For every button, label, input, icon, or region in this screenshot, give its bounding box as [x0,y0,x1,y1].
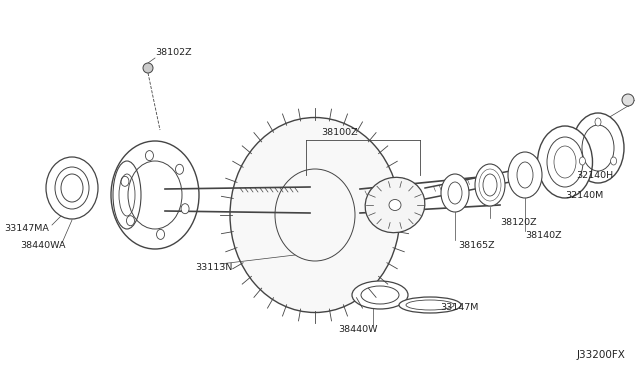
Ellipse shape [230,118,400,312]
Text: 38440W: 38440W [339,326,378,334]
Text: 38165Z: 38165Z [458,241,495,250]
Ellipse shape [145,151,154,161]
Text: 33147M: 33147M [440,304,478,312]
Ellipse shape [111,141,199,249]
Ellipse shape [475,164,505,206]
Ellipse shape [127,216,134,226]
Text: 32140H: 32140H [576,170,613,180]
Text: 38440WA: 38440WA [20,241,65,250]
Ellipse shape [175,164,184,174]
Ellipse shape [611,157,616,165]
Ellipse shape [538,126,593,198]
Ellipse shape [389,199,401,211]
Text: 38120Z: 38120Z [500,218,536,227]
Text: 32140M: 32140M [565,190,604,199]
Text: 33147MA: 33147MA [4,224,49,232]
Text: 33113N: 33113N [195,263,232,273]
Ellipse shape [579,157,586,165]
Ellipse shape [46,157,98,219]
Ellipse shape [572,113,624,183]
Ellipse shape [113,161,141,229]
Circle shape [622,94,634,106]
Text: 38100Z: 38100Z [322,128,358,137]
Ellipse shape [508,152,542,198]
Ellipse shape [157,230,164,240]
Ellipse shape [399,297,461,313]
Ellipse shape [121,176,129,186]
Ellipse shape [352,281,408,309]
Ellipse shape [365,177,425,232]
Text: 38140Z: 38140Z [525,231,562,240]
Ellipse shape [595,118,601,126]
Ellipse shape [441,174,469,212]
Text: J33200FX: J33200FX [576,350,625,360]
Ellipse shape [181,204,189,214]
Circle shape [143,63,153,73]
Text: 38102Z: 38102Z [155,48,191,57]
